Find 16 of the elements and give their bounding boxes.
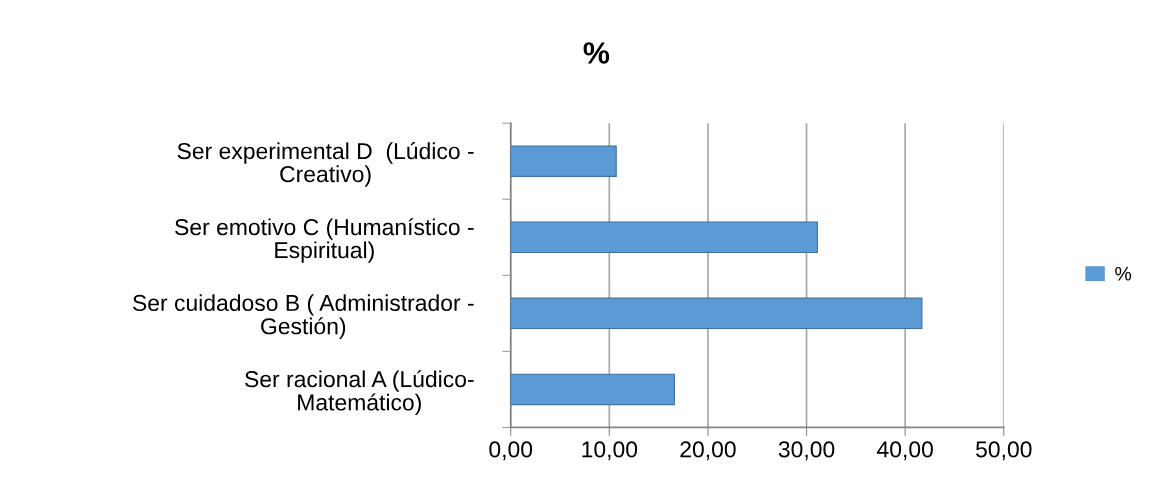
bar (510, 373, 675, 406)
y-tick-label: Ser racional A (Lúdico- Matemático) (245, 370, 474, 416)
y-tick-label: Ser cuidadoso B ( Administrador - Gestión) (133, 294, 474, 339)
x-tick-label: 20,00 (680, 441, 736, 461)
x-tick-label: 50,00 (976, 441, 1032, 461)
x-tick-label: 30,00 (778, 441, 835, 461)
bar (510, 145, 617, 177)
bar (510, 297, 923, 330)
x-tick-label: 0,00 (489, 441, 533, 461)
bar (510, 221, 818, 254)
y-tick-label: Ser emotivo C (Humanístico - Espiritual) (175, 218, 474, 263)
x-tick-label: 40,00 (877, 441, 933, 461)
legend-label: % (1115, 266, 1132, 281)
y-tick-label: Ser experimental D (Lúdico - Creativo) (177, 142, 474, 187)
x-tick-label: 10,00 (582, 441, 638, 461)
chart-title: % (583, 42, 610, 64)
